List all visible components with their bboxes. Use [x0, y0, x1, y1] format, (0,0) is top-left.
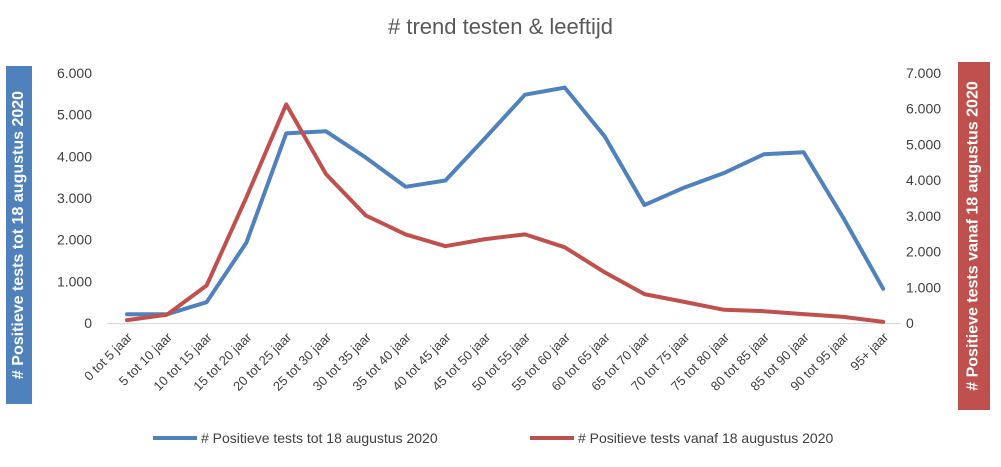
legend-item-series-2: # Positieve tests vanaf 18 augustus 2020	[530, 430, 833, 446]
right-tick-label: 3.000	[906, 208, 941, 224]
legend-item-series-1: # Positieve tests tot 18 augustus 2020	[153, 430, 438, 446]
left-tick-label: 1.000	[57, 273, 92, 289]
right-axis-title: # Positieve tests vanaf 18 augustus 2020	[958, 62, 990, 410]
legend-swatch-series-1	[153, 436, 197, 440]
right-tick-label: 7.000	[906, 65, 941, 81]
left-tick-label: 0	[84, 315, 92, 331]
legend-label-series-2: # Positieve tests vanaf 18 augustus 2020	[578, 430, 834, 446]
chart-title: # trend testen & leeftijd	[387, 14, 614, 39]
right-tick-label: 1.000	[906, 279, 941, 295]
right-tick-label: 2.000	[906, 244, 941, 260]
left-tick-label: 3.000	[57, 190, 92, 206]
series-line-2	[125, 102, 886, 324]
right-tick-label: 5.000	[906, 136, 941, 152]
right-tick-label: 6.000	[906, 101, 941, 117]
left-tick-label: 6.000	[57, 65, 92, 81]
series-line-1	[125, 85, 886, 317]
left-tick-label: 2.000	[57, 232, 92, 248]
right-tick-label: 0	[906, 315, 914, 331]
right-tick-label: 4.000	[906, 172, 941, 188]
x-tick-label: 95+ jaar	[847, 329, 892, 374]
legend-label-series-1: # Positieve tests tot 18 augustus 2020	[201, 430, 438, 446]
left-tick-label: 4.000	[57, 148, 92, 164]
left-tick-label: 5.000	[57, 107, 92, 123]
legend-swatch-series-2	[530, 436, 574, 440]
left-axis-title: # Positieve tests tot 18 augustus 2020	[6, 66, 32, 404]
